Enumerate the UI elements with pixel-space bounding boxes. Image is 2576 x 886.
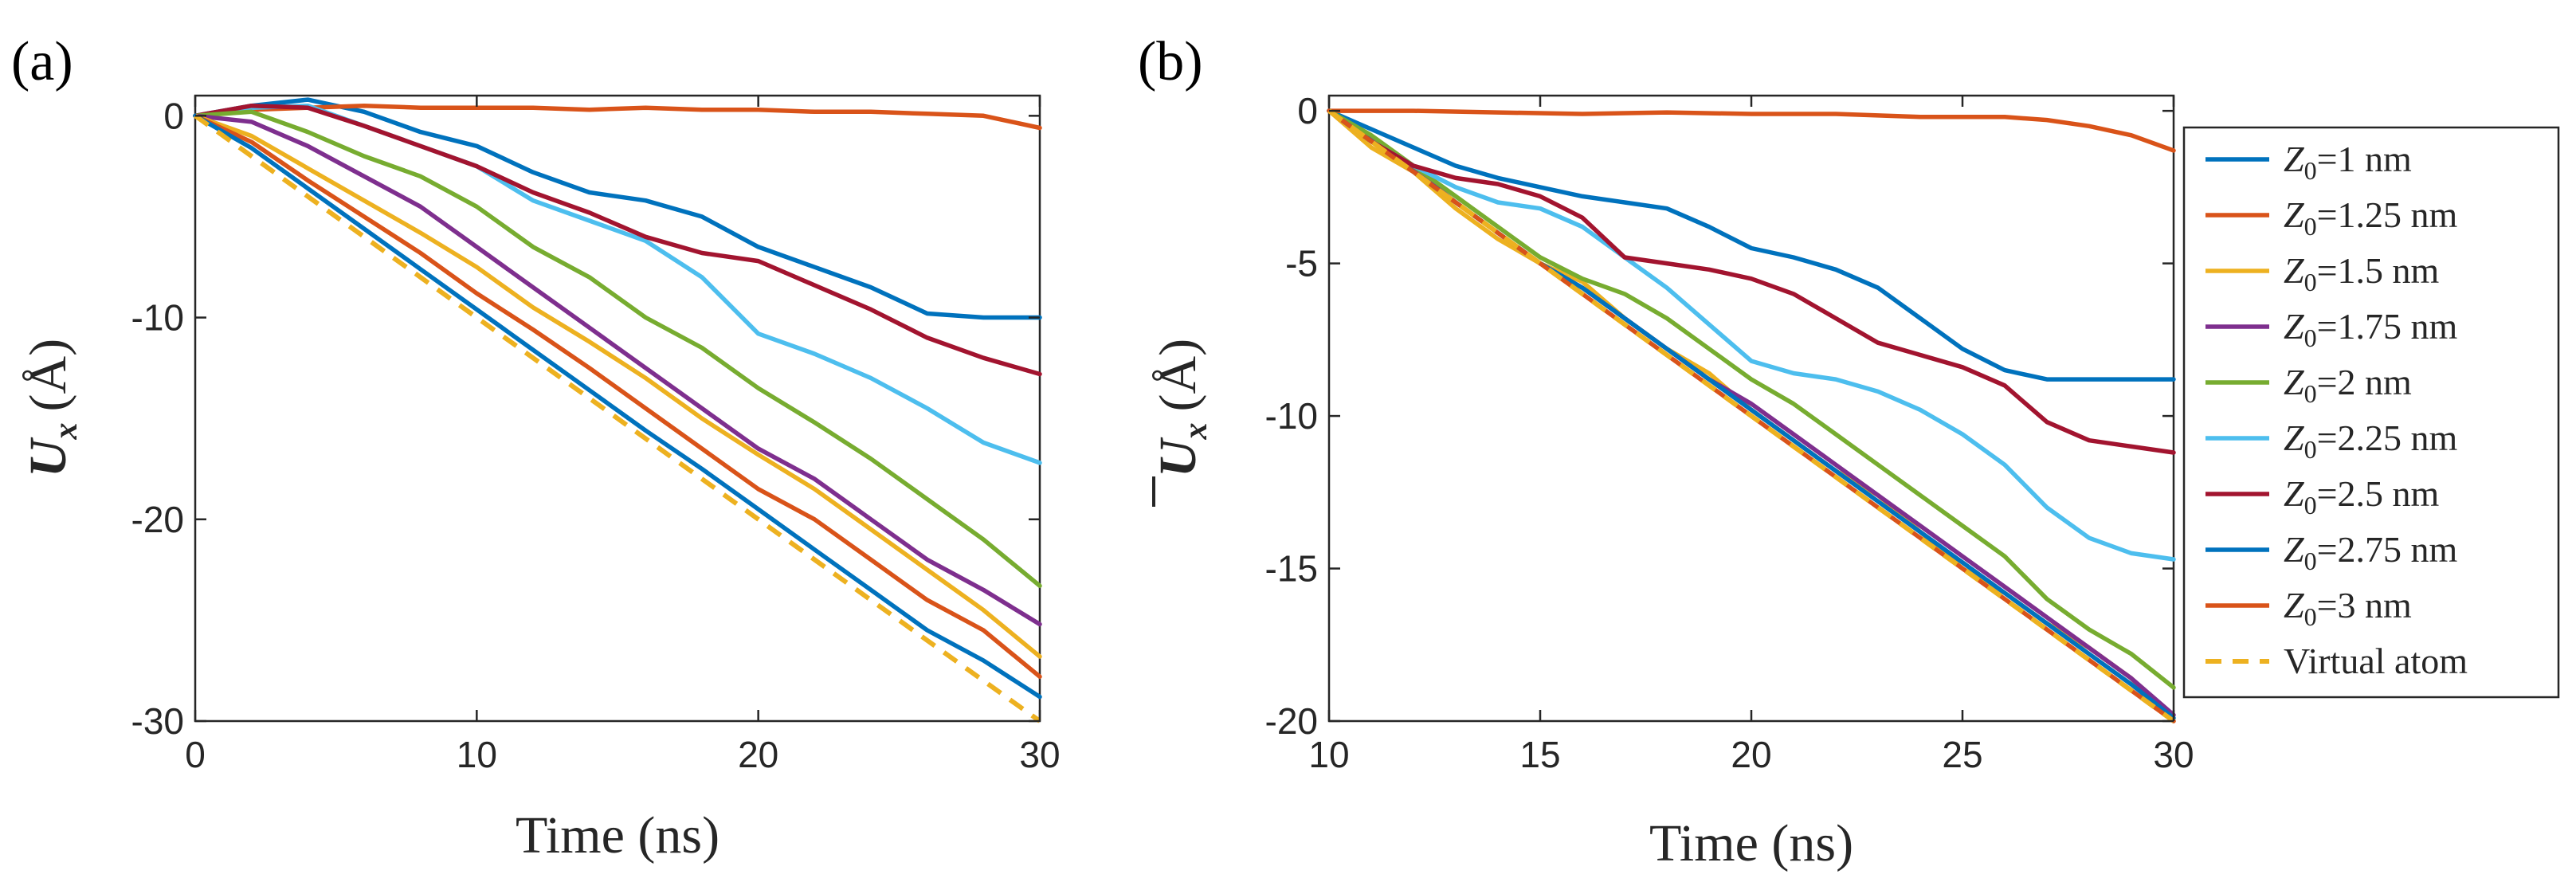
panel-a-x-tick-label: 0 [185, 734, 206, 775]
panel-b-x-ticks: 10 15 20 25 30 [1308, 96, 2194, 775]
panel-a-y-axis-symbol: U [19, 437, 77, 477]
panel-b-y-tick-label: -15 [1265, 548, 1318, 590]
panel-a-y-tick-label: -20 [131, 499, 184, 540]
svg-text:Ux(Å): Ux (Å) [19, 339, 84, 477]
panel-b-y-tick-label: -20 [1265, 700, 1318, 742]
panel-b-series [1327, 108, 2176, 723]
panel-b-y-axis-subscript: x [1178, 422, 1214, 440]
panel-b-x-tick-label: 15 [1519, 734, 1560, 775]
legend-label: Z0=2.5 nm [2284, 473, 2440, 519]
panel-a-y-tick-label: 0 [163, 95, 184, 136]
panel-a: (a) 0 10 20 30 0 -10 -20 -30 Time (ns) Ux (Å) [11, 31, 1061, 864]
panel-b-y-axis-unit: (Å) [1149, 339, 1207, 412]
panel-b-y-tick-label: -5 [1285, 243, 1318, 284]
panel-a-y-axis-subscript: x [48, 422, 84, 440]
panel-b-x-tick-label: 30 [2153, 734, 2194, 775]
panel-b-series-line-0 [1327, 108, 2176, 382]
legend: Z0=1 nm Z0=1.25 nm Z0=1.5 nm Z0=1.75 nm Z0=2… [2182, 126, 2560, 699]
panel-a-y-tick-label: -30 [131, 700, 184, 742]
panel-b-y-tick-label: -10 [1265, 395, 1318, 437]
panel-a-series-line-8 [193, 113, 1042, 700]
panel-a-series-line-5 [193, 113, 1042, 627]
panel-a-series [193, 97, 1042, 723]
svg-text:Ux(Å): Ux (Å) [1149, 339, 1214, 477]
panel-a-y-axis-unit: (Å) [19, 339, 77, 412]
panel-a-series-line-9 [194, 113, 1041, 723]
panel-b-x-tick-label: 10 [1308, 734, 1349, 775]
legend-label: Z0=1 nm [2284, 139, 2412, 185]
panel-a-y-tick-label: -10 [131, 297, 184, 339]
panel-b-x-tick-label: 20 [1731, 734, 1771, 775]
legend-label: Z0=1.5 nm [2284, 250, 2440, 296]
legend-label: Z0=2.75 nm [2284, 529, 2458, 575]
panel-b-y-tick-label: 0 [1297, 90, 1318, 131]
panel-a-x-tick-label: 30 [1019, 734, 1060, 775]
panel-b-y-axis-label: Ux (Å) [1149, 339, 1214, 507]
legend-label: Virtual atom [2284, 641, 2468, 681]
panel-b-series-line-6 [1327, 108, 2176, 455]
panel-b-series-line-9 [1327, 108, 2175, 723]
panel-a-x-tick-label: 20 [738, 734, 778, 775]
panel-a-x-ticks: 0 10 20 30 [185, 96, 1061, 775]
panel-a-label: (a) [11, 31, 73, 92]
panel-b: (b) 10 15 20 25 30 0 -5 -10 -15 -20 Time (ns) Ux… [1138, 31, 2560, 872]
panel-a-x-axis-label: Time (ns) [516, 806, 719, 864]
legend-label: Z0=3 nm [2284, 585, 2412, 631]
legend-label: Z0=1.25 nm [2284, 194, 2458, 241]
panel-b-y-axis-symbol: U [1149, 437, 1207, 477]
legend-items: Z0=1 nm Z0=1.25 nm Z0=1.5 nm Z0=1.75 nm Z0=2… [2205, 139, 2468, 681]
panel-a-plot-area [194, 94, 1041, 723]
panel-b-x-tick-label: 25 [1942, 734, 1982, 775]
legend-label: Z0=2.25 nm [2284, 418, 2458, 464]
panel-a-series-line-3 [193, 103, 1042, 377]
legend-label: Z0=1.75 nm [2284, 306, 2458, 352]
panel-a-x-tick-label: 10 [457, 734, 497, 775]
panel-a-series-line-7 [193, 113, 1042, 680]
legend-box [2182, 126, 2560, 699]
legend-label: Z0=2 nm [2284, 362, 2412, 408]
panel-a-series-line-4 [193, 109, 1042, 589]
panel-b-label: (b) [1138, 31, 1203, 92]
panel-b-series-line-1 [1327, 108, 2176, 153]
panel-b-y-ticks: 0 -5 -10 -15 -20 [1265, 90, 2174, 742]
panel-a-y-ticks: 0 -10 -20 -30 [131, 95, 1040, 742]
panel-a-series-line-1 [193, 103, 1042, 131]
panel-b-series-line-5 [1327, 108, 2176, 562]
panel-b-series-line-4 [1327, 108, 2176, 690]
panel-b-x-axis-label: Time (ns) [1649, 814, 1853, 872]
panel-a-y-axis-label: Ux (Å) [19, 339, 84, 477]
panel-a-series-line-6 [193, 113, 1042, 659]
